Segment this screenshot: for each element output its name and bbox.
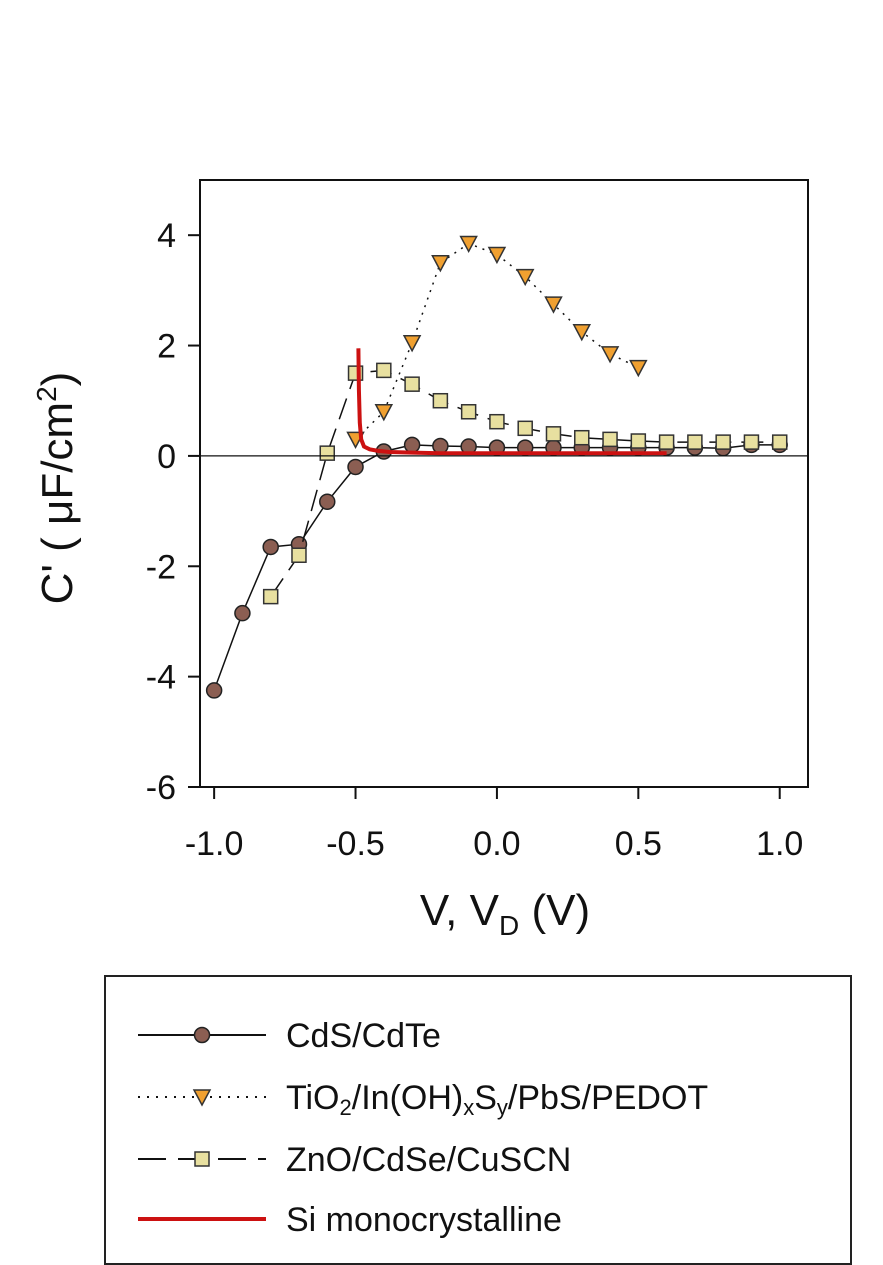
plot-frame	[199, 179, 809, 788]
legend-label-subscript: x	[463, 1095, 475, 1120]
data-point-zno-cdse-cuscn	[630, 433, 647, 449]
data-point-tio2-in-oh-xsy-pbs-pedot	[629, 359, 648, 378]
legend-label-text: S	[474, 1079, 497, 1117]
legend-swatch-marker	[194, 1151, 210, 1167]
legend-label-text: CdS/CdTe	[286, 1017, 441, 1055]
x-tick-label: -0.5	[326, 825, 385, 863]
data-point-zno-cdse-cuscn	[262, 588, 279, 605]
data-point-cds-cdte	[234, 604, 251, 622]
data-point-zno-cdse-cuscn	[658, 434, 675, 450]
x-tick-label: 0.0	[473, 825, 520, 863]
data-point-zno-cdse-cuscn	[376, 362, 392, 379]
y-tick-label: 0	[157, 438, 176, 476]
series-zno-cdse-cuscn	[262, 362, 788, 605]
data-point-zno-cdse-cuscn	[517, 420, 533, 437]
data-point-tio2-in-oh-xsy-pbs-pedot	[487, 246, 507, 265]
legend-swatch	[138, 1026, 266, 1044]
data-point-tio2-in-oh-xsy-pbs-pedot	[459, 235, 478, 254]
legend-label-text: ZnO/CdSe/CuSCN	[286, 1141, 572, 1179]
legend-item-zno-cdse-cuscn: ZnO/CdSe/CuSCN	[106, 1139, 850, 1183]
x-tick-label: 1.0	[756, 825, 803, 863]
data-point-zno-cdse-cuscn	[432, 392, 449, 409]
y-tick-label: 2	[157, 328, 176, 366]
axes: -6 -4 -2 0 2 4 -1.0 -0.5 0.0 0.5 1.0	[146, 179, 809, 863]
data-point-zno-cdse-cuscn	[404, 376, 420, 392]
x-axis-title: V, VD (V)	[420, 886, 590, 941]
legend-label-text: /In(OH)	[351, 1079, 464, 1117]
data-point-zno-cdse-cuscn	[545, 426, 562, 442]
legend-label-text: TiO	[286, 1079, 340, 1117]
y-tick-label: 4	[157, 217, 176, 255]
legend-swatch	[138, 1151, 266, 1167]
x-tick-label: -1.0	[185, 825, 244, 863]
x-tick-label: 0.5	[615, 825, 662, 863]
data-point-tio2-in-oh-xsy-pbs-pedot	[572, 324, 592, 342]
data-point-zno-cdse-cuscn	[771, 434, 788, 450]
data-point-tio2-in-oh-xsy-pbs-pedot	[374, 404, 394, 422]
legend: CdS/CdTe TiO2/In(OH)xSy/PbS/PEDOT ZnO/CdSe…	[104, 975, 852, 1265]
data-point-zno-cdse-cuscn	[489, 413, 505, 430]
series-line-cds-cdte	[213, 444, 780, 691]
data-point-cds-cdte	[205, 682, 223, 699]
y-axis-title: C' ( μF/cm2)	[31, 372, 82, 605]
data-point-zno-cdse-cuscn	[602, 431, 618, 448]
data-point-cds-cdte	[262, 538, 279, 556]
legend-label-text: Si monocrystalline	[286, 1201, 562, 1239]
chart-canvas: -6 -4 -2 0 2 4 -1.0 -0.5 0.0 0.5 1.0 V, VD (V) C' …	[31, 179, 809, 941]
series-cds-cdte	[205, 436, 788, 699]
data-point-tio2-in-oh-xsy-pbs-pedot	[402, 335, 422, 353]
data-point-tio2-in-oh-xsy-pbs-pedot	[515, 268, 535, 287]
data-point-zno-cdse-cuscn	[574, 429, 590, 446]
y-tick-label: -4	[146, 659, 176, 697]
series-line-tio2-in-oh-xsy-pbs-pedot	[354, 242, 639, 440]
y-tick-label: -2	[146, 548, 176, 586]
data-point-zno-cdse-cuscn	[319, 445, 336, 461]
legend-swatch-marker	[192, 1089, 212, 1107]
data-point-cds-cdte	[319, 493, 336, 510]
legend-label-subscript: 2	[339, 1095, 352, 1120]
data-point-zno-cdse-cuscn	[743, 434, 760, 450]
legend-label-subscript: y	[496, 1095, 508, 1120]
plot-area	[205, 235, 788, 699]
legend-swatch	[138, 1217, 266, 1221]
legend-label: TiO2/In(OH)xSy/PbS/PEDOT	[286, 1079, 708, 1121]
data-point-cds-cdte	[347, 458, 364, 476]
legend-item-tio2-in-oh-xsy-pbs-pedot: TiO2/In(OH)xSy/PbS/PEDOT	[106, 1077, 850, 1121]
data-point-tio2-in-oh-xsy-pbs-pedot	[431, 255, 450, 273]
data-point-tio2-in-oh-xsy-pbs-pedot	[544, 296, 563, 314]
legend-label: Si monocrystalline	[286, 1201, 562, 1240]
series-line-si-monocrystalline	[356, 348, 667, 456]
legend-swatch	[138, 1089, 266, 1107]
legend-label: CdS/CdTe	[286, 1017, 441, 1056]
data-point-tio2-in-oh-xsy-pbs-pedot	[600, 346, 620, 364]
legend-label: ZnO/CdSe/CuSCN	[286, 1141, 571, 1180]
data-point-cds-cdte	[403, 436, 421, 454]
data-point-zno-cdse-cuscn	[291, 547, 307, 563]
y-tick-label: -6	[146, 769, 176, 807]
legend-item-si-monocrystalline: Si monocrystalline	[106, 1199, 850, 1243]
legend-swatch-marker	[193, 1026, 211, 1044]
data-point-zno-cdse-cuscn	[687, 434, 703, 450]
legend-label-text: /PbS/PEDOT	[507, 1079, 709, 1117]
data-point-zno-cdse-cuscn	[460, 404, 477, 420]
series-si-monocrystalline	[356, 348, 667, 456]
series-line-zno-cdse-cuscn	[270, 369, 780, 598]
data-point-zno-cdse-cuscn	[715, 434, 731, 450]
legend-item-cds-cdte: CdS/CdTe	[106, 1015, 850, 1059]
